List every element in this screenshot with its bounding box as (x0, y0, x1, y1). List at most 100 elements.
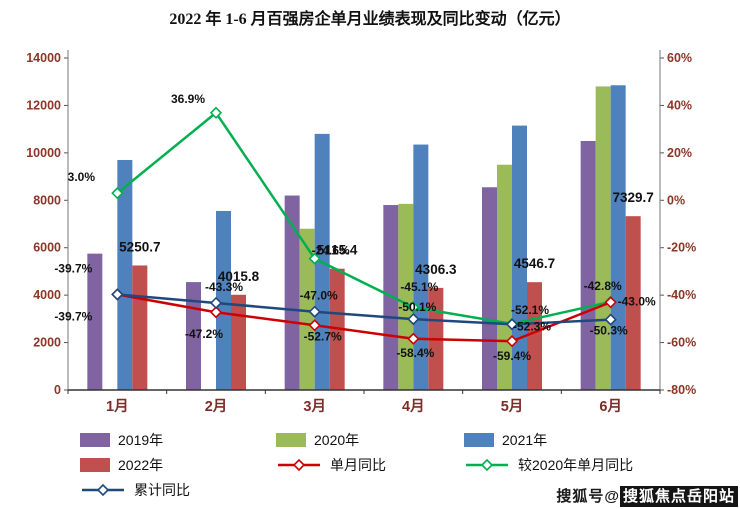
x-axis-month-label: 1月 (106, 398, 129, 415)
marker-累计同比 (604, 313, 617, 326)
bar-2019年 (87, 253, 103, 390)
right-axis-tick: 40% (667, 98, 692, 112)
left-axis-tick: 0 (54, 383, 61, 397)
bar-2021年 (610, 85, 626, 391)
legend-item-5: 较2020年单月同比 (464, 455, 633, 475)
left-axis-tick: 2000 (33, 336, 61, 350)
x-axis-month-label: 2月 (205, 398, 228, 415)
watermark-badge: 搜狐焦点岳阳站 (619, 486, 738, 507)
legend-swatch-icon (80, 458, 110, 472)
legend-label: 2021年 (502, 432, 548, 448)
legend-swatch-icon (276, 433, 306, 447)
marker-累计同比 (209, 296, 223, 310)
bar-value-label: 5250.7 (119, 239, 160, 254)
bar-2019年 (284, 195, 300, 390)
watermark: 搜狐号@ 搜狐焦点岳阳站 (556, 485, 738, 507)
legend-label: 2022年 (118, 457, 164, 473)
legend-label: 单月同比 (330, 457, 386, 473)
bar-2022年 (625, 216, 641, 390)
right-axis-tick: 60% (667, 51, 692, 65)
bar-2021年 (413, 144, 429, 390)
chart-legend: 2019年 2020年 2021年 2022年 单月同比 较2020年单月同比 累计同… (80, 430, 633, 500)
marker-较2020年单月同比 (308, 252, 321, 265)
legend-item-0: 2019年 (80, 430, 276, 450)
bar-value-label: 4015.8 (218, 269, 260, 284)
line-单月同比 (117, 293, 612, 343)
bar-2021年 (117, 159, 133, 390)
bar-2021年 (216, 210, 231, 390)
point-value-label: -47.2% (185, 327, 223, 341)
marker-累计同比 (308, 305, 321, 318)
marker-较2020年单月同比 (407, 301, 420, 314)
point-value-label: -45.1% (400, 280, 438, 294)
legend-item-6: 累计同比 (80, 480, 276, 500)
left-axis-tick: 10000 (26, 146, 61, 160)
line-较2020年单月同比 (116, 111, 611, 326)
point-value-label: -24.6% (312, 244, 350, 258)
point-value-label: -59.4% (493, 349, 531, 363)
legend-swatch-icon (80, 433, 110, 447)
point-value-label: 36.9% (171, 92, 205, 106)
right-axis-tick: -80% (667, 383, 696, 397)
chart-title: 2022 年 1-6 月百强房企单月业绩表现及同比变动（亿元） (169, 11, 571, 28)
marker-单月同比 (407, 332, 420, 345)
right-axis-tick: -20% (667, 241, 696, 255)
legend-swatch-icon (464, 433, 494, 447)
marker-较2020年单月同比 (209, 106, 223, 119)
bar-2020年 (497, 164, 512, 390)
point-value-label: 3.0% (68, 170, 96, 184)
watermark-prefix: 搜狐号@ (556, 488, 620, 505)
point-value-label: -39.7% (54, 309, 92, 323)
right-axis-tick: 0% (667, 193, 685, 207)
bar-2022年 (132, 265, 148, 390)
point-value-label: -43.0% (618, 294, 656, 308)
bar-2022年 (231, 294, 246, 390)
marker-较2020年单月同比 (111, 187, 124, 200)
right-axis-tick: 20% (667, 146, 692, 160)
point-value-label: -42.8% (584, 279, 622, 293)
legend-label: 2020年 (314, 432, 360, 448)
marker-累计同比 (111, 288, 124, 301)
marker-累计同比 (505, 318, 519, 331)
bar-2020年 (398, 203, 414, 390)
right-axis-tick: -60% (667, 336, 696, 350)
point-value-label: -47.0% (300, 289, 338, 303)
legend-line-icon (278, 458, 320, 472)
bar-2019年 (580, 141, 596, 390)
right-axis-tick: -40% (667, 288, 696, 302)
marker-单月同比 (604, 296, 617, 309)
x-axis-month-label: 6月 (599, 398, 622, 415)
bar-value-label: 4546.7 (514, 256, 555, 271)
point-value-label: -52.3% (513, 319, 551, 333)
point-value-label: -50.1% (398, 300, 436, 314)
legend-label: 较2020年单月同比 (518, 457, 634, 473)
point-value-label: -50.3% (590, 324, 628, 338)
legend-line-icon (466, 458, 508, 472)
x-axis-month-label: 4月 (402, 398, 425, 415)
bar-2020年 (595, 86, 611, 390)
left-axis-tick: 14000 (26, 51, 61, 65)
bar-value-label: 4306.3 (415, 262, 457, 277)
marker-单月同比 (505, 335, 519, 348)
x-axis-month-label: 3月 (303, 398, 326, 415)
legend-item-3: 2022年 (80, 455, 276, 475)
left-axis-tick: 6000 (33, 241, 61, 255)
legend-item-2: 2021年 (464, 430, 633, 450)
legend-label: 2019年 (118, 432, 164, 448)
left-axis-tick: 8000 (33, 193, 61, 207)
point-value-label: -39.7% (54, 261, 92, 275)
marker-单月同比 (308, 319, 321, 332)
legend-label: 累计同比 (134, 482, 190, 498)
point-value-label: -58.4% (396, 346, 434, 360)
legend-line-icon (82, 483, 124, 497)
left-axis-tick: 12000 (26, 98, 61, 112)
bar-value-label: 5115.4 (317, 243, 358, 258)
legend-item-4: 单月同比 (276, 455, 464, 475)
left-axis-tick: 4000 (33, 288, 61, 302)
marker-累计同比 (407, 312, 420, 326)
x-axis-month-label: 5月 (501, 398, 524, 415)
bar-2020年 (299, 228, 315, 390)
legend-item-1: 2020年 (276, 430, 464, 450)
